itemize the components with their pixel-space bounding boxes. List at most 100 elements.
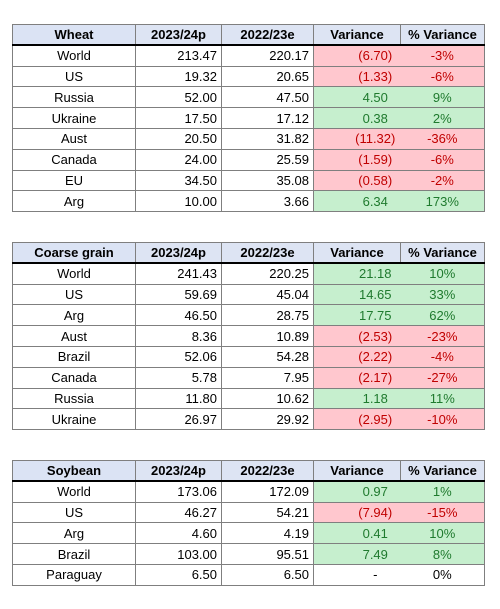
table-row: Paraguay 6.50 6.50-0% [12, 563, 485, 586]
variance-cell: (7.94) [313, 501, 401, 524]
pct-variance-cell: 11% [400, 387, 485, 410]
variance-cell: (6.70) [313, 44, 401, 67]
table-row: Ukraine 17.50 17.12 0.38 2% [12, 107, 485, 129]
table-row: Russia 11.80 10.62 1.18 11% [12, 387, 485, 410]
value-2023-24p-cell: 20.50 [135, 127, 222, 150]
value-2023-24p-cell: 59.69 [135, 283, 222, 306]
pct-variance-cell: 1% [400, 480, 485, 503]
country-cell: Russia [12, 387, 136, 410]
value-2022-23e-cell: 7.95 [221, 366, 314, 389]
country-cell: US [12, 283, 136, 306]
pct-variance-cell: 10% [400, 522, 485, 545]
country-cell: Ukraine [12, 107, 136, 129]
country-cell: Canada [12, 148, 136, 171]
value-2023-24p-cell: 52.06 [135, 345, 222, 368]
value-2022-23e-cell: 35.08 [221, 169, 314, 192]
col-header-pct-variance: % Variance [400, 460, 485, 482]
value-2022-23e-cell: 54.21 [221, 501, 314, 524]
value-2023-24p-cell: 52.00 [135, 86, 222, 109]
col-header-2022-23e: 2022/23e [221, 242, 314, 264]
soybean-table: Soybean 2023/24p 2022/23e Variance % Var… [12, 460, 485, 586]
col-header-2022-23e: 2022/23e [221, 460, 314, 482]
value-2023-24p-cell: 241.43 [135, 262, 222, 285]
table-row: Brazil 52.06 54.28 (2.22) -4% [12, 345, 485, 368]
variance-cell: 21.18 [313, 262, 401, 285]
value-2023-24p-cell: 17.50 [135, 107, 222, 129]
pct-variance-cell: -3% [400, 44, 485, 67]
value-2023-24p-cell: 34.50 [135, 169, 222, 192]
value-2022-23e-cell: 25.59 [221, 148, 314, 171]
table-row: World 213.47 220.17 (6.70) -3% [12, 44, 485, 67]
value-2023-24p-cell: 46.27 [135, 501, 222, 524]
value-2023-24p-cell: 173.06 [135, 480, 222, 503]
value-2022-23e-cell: 17.12 [221, 107, 314, 129]
table-row: Aust 8.36 10.89 (2.53) -23% [12, 325, 485, 347]
value-2022-23e-cell: 20.65 [221, 65, 314, 88]
pct-variance-cell: 10% [400, 262, 485, 285]
col-header-2022-23e: 2022/23e [221, 24, 314, 46]
pct-variance-cell: -23% [400, 325, 485, 347]
value-2022-23e-cell: 29.92 [221, 408, 314, 431]
variance-cell: (11.32) [313, 127, 401, 150]
table-row: Brazil 103.00 95.51 7.49 8% [12, 543, 485, 565]
value-2023-24p-cell: 8.36 [135, 325, 222, 347]
variance-cell: (2.22) [313, 345, 401, 368]
value-2022-23e-cell: 45.04 [221, 283, 314, 306]
pct-variance-cell: -6% [400, 148, 485, 171]
variance-cell: 6.34 [313, 190, 401, 213]
value-2022-23e-cell: 95.51 [221, 543, 314, 565]
pct-variance-cell: -10% [400, 408, 485, 431]
country-cell: Brazil [12, 345, 136, 368]
pct-variance-cell: -15% [400, 501, 485, 524]
variance-cell: 0.38 [313, 107, 401, 129]
table-row: Arg 46.50 28.75 17.75 62% [12, 304, 485, 327]
value-2023-24p-cell: 46.50 [135, 304, 222, 327]
value-2022-23e-cell: 220.17 [221, 44, 314, 67]
country-cell: World [12, 480, 136, 503]
value-2023-24p-cell: 10.00 [135, 190, 222, 213]
col-header-2023-24p: 2023/24p [135, 460, 222, 482]
value-2023-24p-cell: 5.78 [135, 366, 222, 389]
commodity-header: Soybean [12, 460, 136, 482]
value-2022-23e-cell: 4.19 [221, 522, 314, 545]
pct-variance-cell: -6% [400, 65, 485, 88]
country-cell: Paraguay [12, 563, 136, 586]
col-header-pct-variance: % Variance [400, 242, 485, 264]
variance-cell: - [313, 563, 401, 586]
country-cell: World [12, 44, 136, 67]
table-row: US 19.32 20.65 (1.33) -6% [12, 65, 485, 88]
table-header-row: Soybean 2023/24p 2022/23e Variance % Var… [12, 460, 485, 482]
pct-variance-cell: 9% [400, 86, 485, 109]
table-row: Aust 20.50 31.82 (11.32) -36% [12, 127, 485, 150]
table-row: Russia 52.00 47.50 4.50 9% [12, 86, 485, 109]
country-cell: World [12, 262, 136, 285]
value-2022-23e-cell: 6.50 [221, 563, 314, 586]
variance-cell: 7.49 [313, 543, 401, 565]
col-header-variance: Variance [313, 242, 401, 264]
col-header-pct-variance: % Variance [400, 24, 485, 46]
col-header-2023-24p: 2023/24p [135, 242, 222, 264]
pct-variance-cell: -36% [400, 127, 485, 150]
pct-variance-cell: 2% [400, 107, 485, 129]
table-row: World 241.43 220.25 21.18 10% [12, 262, 485, 285]
value-2022-23e-cell: 54.28 [221, 345, 314, 368]
country-cell: Aust [12, 127, 136, 150]
col-header-2023-24p: 2023/24p [135, 24, 222, 46]
pct-variance-cell: -27% [400, 366, 485, 389]
value-2023-24p-cell: 103.00 [135, 543, 222, 565]
table-header-row: Coarse grain 2023/24p 2022/23e Variance … [12, 242, 485, 264]
country-cell: Arg [12, 522, 136, 545]
pct-variance-cell: -2% [400, 169, 485, 192]
value-2022-23e-cell: 10.62 [221, 387, 314, 410]
variance-cell: (2.17) [313, 366, 401, 389]
country-cell: Russia [12, 86, 136, 109]
variance-cell: 1.18 [313, 387, 401, 410]
country-cell: Arg [12, 304, 136, 327]
value-2022-23e-cell: 3.66 [221, 190, 314, 213]
table-row: Canada 5.78 7.95 (2.17) -27% [12, 366, 485, 389]
pct-variance-cell: 33% [400, 283, 485, 306]
value-2022-23e-cell: 28.75 [221, 304, 314, 327]
commodity-header: Coarse grain [12, 242, 136, 264]
col-header-variance: Variance [313, 460, 401, 482]
table-row: Arg 10.00 3.66 6.34 173% [12, 190, 485, 213]
